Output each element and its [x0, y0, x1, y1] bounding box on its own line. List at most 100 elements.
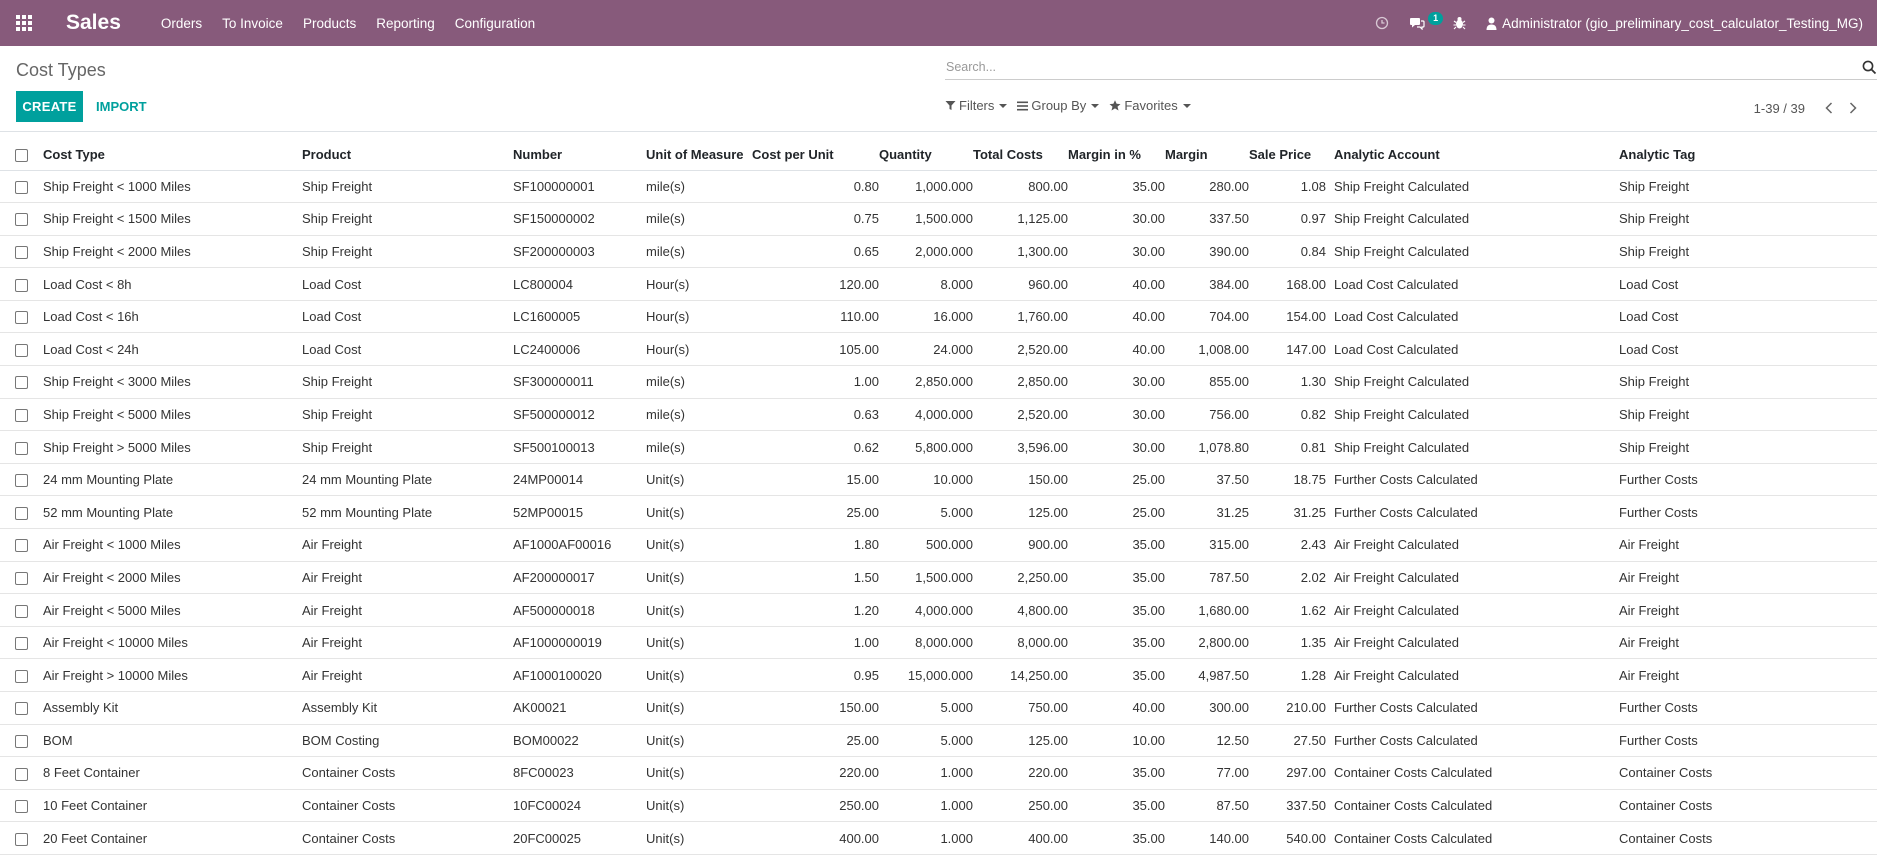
- menu-reporting[interactable]: Reporting: [376, 15, 435, 31]
- uom-cell: Hour(s): [646, 267, 752, 301]
- sale-price-cell: 1.08: [1249, 170, 1326, 204]
- chat-icon[interactable]: 1: [1399, 0, 1444, 46]
- table-row[interactable]: 8 Feet Container Container Costs 8FC00023 U…: [0, 756, 1877, 790]
- table-row[interactable]: 10 Feet Container Container Costs 10FC0002…: [0, 789, 1877, 823]
- table-row[interactable]: Load Cost < 8h Load Cost LC800004 Hour(s) 12…: [0, 267, 1877, 301]
- search-input[interactable]: [945, 54, 1845, 80]
- sale-price-cell: 1.35: [1249, 626, 1326, 660]
- table-row[interactable]: Ship Freight < 5000 Miles Ship Freight SF5…: [0, 398, 1877, 432]
- table-row[interactable]: Ship Freight < 1500 Miles Ship Freight SF1…: [0, 202, 1877, 236]
- header-total-costs[interactable]: Total Costs: [973, 140, 1068, 171]
- header-sale-price[interactable]: Sale Price: [1249, 140, 1326, 171]
- list-icon: [1017, 101, 1029, 110]
- row-checkbox[interactable]: [0, 789, 43, 823]
- row-checkbox[interactable]: [0, 398, 43, 432]
- row-checkbox[interactable]: [0, 235, 43, 269]
- user-menu[interactable]: Administrator (gio_preliminary_cost_calc…: [1476, 0, 1877, 46]
- quantity-cell: 5.000: [879, 495, 973, 530]
- table-row[interactable]: Ship Freight < 3000 Miles Ship Freight SF3…: [0, 365, 1877, 399]
- row-checkbox[interactable]: [0, 658, 43, 692]
- row-checkbox[interactable]: [0, 170, 43, 204]
- product-cell: Ship Freight: [302, 202, 513, 236]
- table-row[interactable]: Air Freight < 2000 Miles Air Freight AF200…: [0, 561, 1877, 595]
- table-row[interactable]: 52 mm Mounting Plate 52 mm Mounting Plate…: [0, 495, 1877, 530]
- margin-percent-cell: 30.00: [1068, 365, 1165, 399]
- cost-type-cell: Ship Freight < 5000 Miles: [43, 398, 302, 432]
- table-row[interactable]: 20 Feet Container Container Costs 20FC0002…: [0, 821, 1877, 855]
- row-checkbox[interactable]: [0, 691, 43, 725]
- row-checkbox[interactable]: [0, 267, 43, 301]
- analytic-account-cell: Ship Freight Calculated: [1326, 430, 1619, 464]
- menu-configuration[interactable]: Configuration: [454, 15, 536, 31]
- row-checkbox[interactable]: [0, 528, 43, 562]
- uom-cell: Unit(s): [646, 691, 752, 725]
- header-quantity[interactable]: Quantity: [879, 140, 973, 171]
- header-number[interactable]: Number: [513, 140, 646, 171]
- table-row[interactable]: Ship Freight > 5000 Miles Ship Freight SF5…: [0, 430, 1877, 464]
- table-row[interactable]: BOM BOM Costing BOM00022 Unit(s) 25.00 5.000 1…: [0, 724, 1877, 758]
- table-row[interactable]: 24 mm Mounting Plate 24 mm Mounting Plate…: [0, 463, 1877, 497]
- row-checkbox[interactable]: [0, 202, 43, 236]
- select-all-checkbox[interactable]: [0, 140, 43, 171]
- uom-cell: mile(s): [646, 430, 752, 464]
- row-checkbox[interactable]: [0, 593, 43, 627]
- bug-icon[interactable]: [1443, 0, 1476, 46]
- header-analytic-tag[interactable]: Analytic Tag: [1619, 140, 1877, 171]
- row-checkbox[interactable]: [0, 300, 43, 334]
- header-unit-of-measure[interactable]: Unit of Measure: [646, 140, 752, 171]
- main-menu: Orders To Invoice Products Reporting Con…: [151, 16, 545, 31]
- product-cell: Load Cost: [302, 267, 513, 301]
- product-cell: Container Costs: [302, 821, 513, 855]
- group-by-dropdown[interactable]: Group By: [1017, 98, 1100, 113]
- sale-price-cell: 540.00: [1249, 821, 1326, 855]
- quantity-cell: 4,000.000: [879, 398, 973, 432]
- row-checkbox[interactable]: [0, 626, 43, 660]
- table-row[interactable]: Ship Freight < 2000 Miles Ship Freight SF2…: [0, 235, 1877, 269]
- menu-products[interactable]: Products: [302, 15, 357, 31]
- table-row[interactable]: Assembly Kit Assembly Kit AK00021 Unit(s) 15…: [0, 691, 1877, 725]
- favorites-dropdown[interactable]: Favorites: [1109, 98, 1191, 113]
- table-row[interactable]: Load Cost < 24h Load Cost LC2400006 Hour(s)…: [0, 332, 1877, 367]
- search-icon[interactable]: [1862, 60, 1877, 78]
- number-cell: 10FC00024: [513, 789, 646, 823]
- chevron-left-icon[interactable]: [1817, 98, 1841, 118]
- import-button[interactable]: IMPORT: [90, 91, 153, 122]
- apps-grid-icon[interactable]: [0, 0, 48, 46]
- header-product[interactable]: Product: [302, 140, 513, 171]
- table-row[interactable]: Air Freight < 1000 Miles Air Freight AF100…: [0, 528, 1877, 562]
- clock-icon[interactable]: [1365, 0, 1399, 46]
- table-row[interactable]: Air Freight > 10000 Miles Air Freight AF10…: [0, 658, 1877, 692]
- top-navbar: Sales Orders To Invoice Products Reporti…: [0, 0, 1877, 46]
- row-checkbox[interactable]: [0, 332, 43, 367]
- margin-percent-cell: 35.00: [1068, 593, 1165, 627]
- total-costs-cell: 900.00: [973, 528, 1068, 562]
- sale-price-cell: 1.62: [1249, 593, 1326, 627]
- app-name[interactable]: Sales: [66, 11, 121, 34]
- chevron-right-icon[interactable]: [1841, 98, 1865, 118]
- header-cost-type[interactable]: Cost Type: [43, 140, 302, 171]
- row-checkbox[interactable]: [0, 561, 43, 595]
- table-row[interactable]: Ship Freight < 1000 Miles Ship Freight SF1…: [0, 170, 1877, 204]
- filters-dropdown[interactable]: Filters: [945, 98, 1008, 113]
- pager-value[interactable]: 1-39 / 39: [1753, 100, 1805, 116]
- create-button[interactable]: CREATE: [16, 91, 83, 122]
- menu-orders[interactable]: Orders: [160, 15, 203, 31]
- table-row[interactable]: Air Freight < 5000 Miles Air Freight AF500…: [0, 593, 1877, 627]
- row-checkbox[interactable]: [0, 821, 43, 855]
- row-checkbox[interactable]: [0, 463, 43, 497]
- row-checkbox[interactable]: [0, 495, 43, 530]
- header-margin-percent[interactable]: Margin in %: [1068, 140, 1165, 171]
- header-margin[interactable]: Margin: [1165, 140, 1249, 171]
- table-row[interactable]: Air Freight < 10000 Miles Air Freight AF10…: [0, 626, 1877, 660]
- table-row[interactable]: Load Cost < 16h Load Cost LC1600005 Hour(s)…: [0, 300, 1877, 334]
- menu-to-invoice[interactable]: To Invoice: [222, 15, 283, 31]
- row-checkbox[interactable]: [0, 365, 43, 399]
- quantity-cell: 1,500.000: [879, 202, 973, 236]
- row-checkbox[interactable]: [0, 756, 43, 790]
- row-checkbox[interactable]: [0, 430, 43, 464]
- row-checkbox[interactable]: [0, 724, 43, 758]
- header-cost-per-unit[interactable]: Cost per Unit: [752, 140, 879, 171]
- header-analytic-account[interactable]: Analytic Account: [1326, 140, 1619, 171]
- product-cell: Assembly Kit: [302, 691, 513, 725]
- uom-cell: Unit(s): [646, 495, 752, 530]
